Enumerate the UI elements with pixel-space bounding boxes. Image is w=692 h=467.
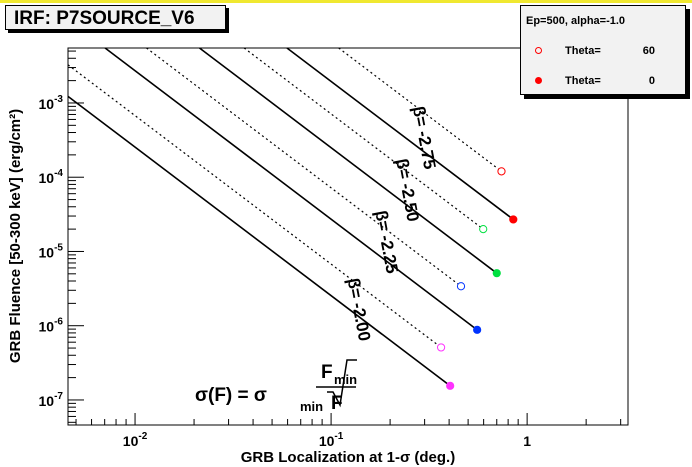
- x-tick-label: 1: [523, 433, 531, 449]
- y-tick-label: 10-6: [39, 317, 64, 335]
- formula-num-sub: min: [334, 372, 357, 387]
- legend-header: Ep=500, alpha=-1.0: [526, 15, 626, 27]
- formula: σ(F) = σ min F min F: [195, 359, 357, 414]
- series-line: [243, 47, 484, 230]
- canvas-top-border: [0, 0, 692, 3]
- x-tick-label: 10-1: [319, 431, 344, 449]
- x-tick-label: 10-2: [123, 431, 148, 449]
- beta-label: β= -2.50: [392, 157, 423, 223]
- y-tick-label: 10-7: [39, 391, 64, 409]
- series-line: [104, 47, 478, 331]
- plot-frame: [67, 47, 629, 426]
- series-marker: [473, 325, 482, 334]
- series-line: [67, 64, 442, 348]
- tick-labels: 10-2 10-1 1 10-3 10-4 10-5 10-6 10-7: [39, 94, 532, 449]
- y-tick-label: 10-4: [39, 168, 64, 186]
- series-marker: [436, 343, 446, 352]
- legend-label: Theta=: [565, 75, 601, 87]
- series-line: [338, 47, 502, 172]
- series-marker: [509, 215, 518, 224]
- series-line: [199, 47, 498, 274]
- plot-title: IRF: P7SOURCE_V6: [5, 5, 226, 30]
- beta-annotations: β= -2.00β= -2.25β= -2.50β= -2.75: [344, 105, 440, 343]
- sqrt-sign: [327, 359, 357, 408]
- formula-num: F: [321, 362, 333, 383]
- series-marker: [497, 167, 506, 176]
- formula-lhs: σ(F) = σ: [195, 385, 267, 406]
- series-line: [146, 47, 462, 287]
- legend-label: Theta=: [565, 45, 601, 57]
- beta-label: β= -2.75: [409, 105, 440, 171]
- formula-sub: min: [300, 399, 323, 414]
- series-lines: [67, 47, 514, 387]
- series-line: [286, 47, 514, 221]
- y-tick-label: 10-5: [39, 242, 64, 260]
- series-marker: [446, 381, 455, 390]
- series-line: [67, 95, 451, 387]
- legend-entry-theta-60: Theta= 60: [535, 45, 675, 59]
- series-markers: [436, 167, 518, 390]
- legend-entry-theta-0: Theta= 0: [535, 75, 675, 89]
- y-axis-label: GRB Fluence [50-300 keV] (erg/cm²): [7, 109, 24, 363]
- series-marker: [456, 282, 466, 291]
- y-tick-label: 10-3: [39, 94, 64, 112]
- beta-label: β= -2.25: [371, 209, 402, 275]
- series-marker: [479, 225, 488, 234]
- series-marker: [492, 269, 501, 278]
- x-axis-label: GRB Localization at 1-σ (deg.): [241, 449, 455, 466]
- axis-ticks: [68, 50, 622, 425]
- filled-circle-icon: [535, 77, 542, 84]
- legend: Ep=500, alpha=-1.0 Theta= 60 Theta= 0: [520, 5, 686, 95]
- formula-den: F: [331, 393, 343, 414]
- legend-value: 0: [648, 75, 655, 87]
- legend-value: 60: [642, 45, 655, 57]
- open-circle-icon: [535, 47, 542, 54]
